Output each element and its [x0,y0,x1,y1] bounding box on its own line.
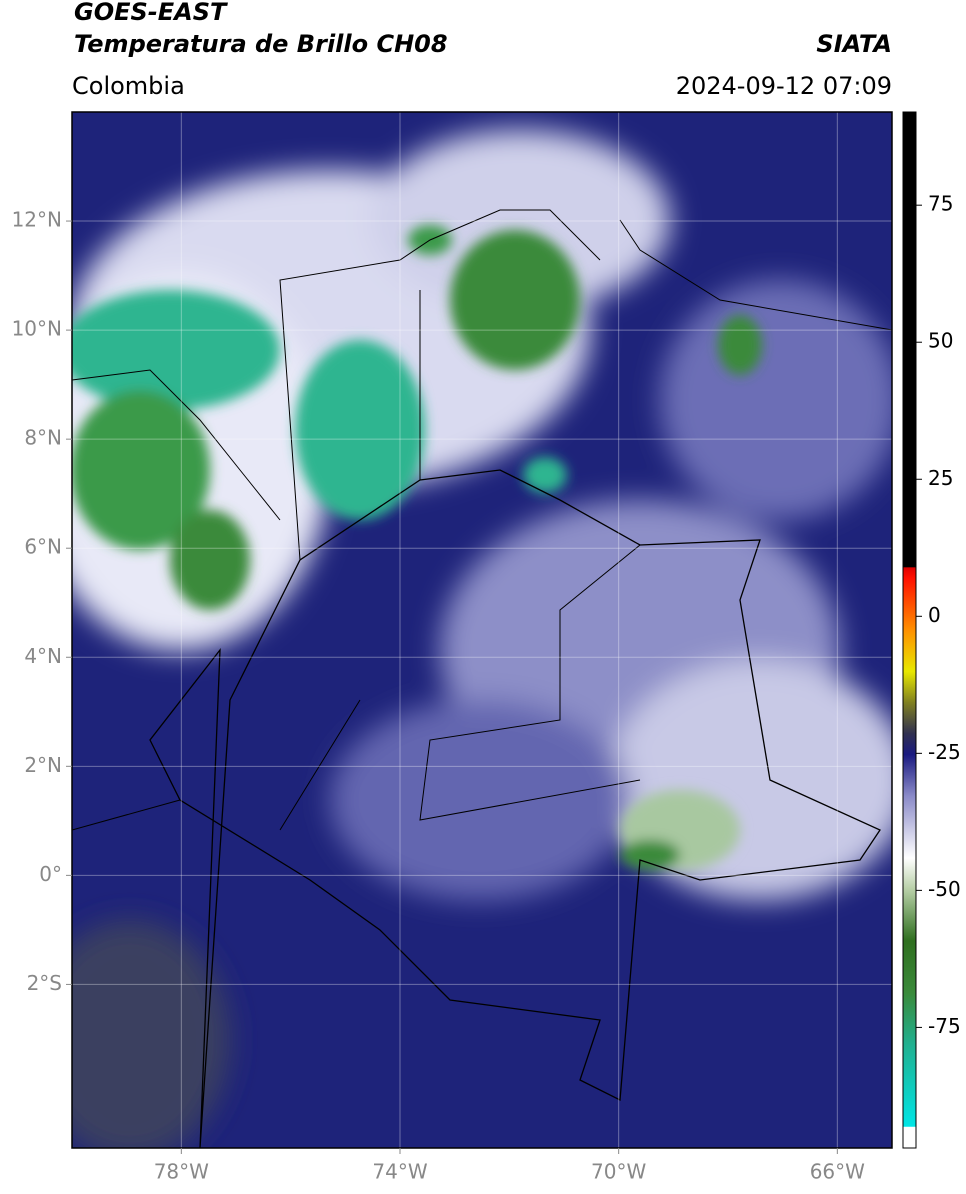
y-tick-label: 8°N [24,426,62,450]
colorbar-label: 50 [928,329,953,353]
colorbar [902,111,917,1149]
x-tick-label: 66°W [810,1160,865,1184]
colorbar-label: 25 [928,466,953,490]
title: GOES-EAST [74,0,228,26]
colorbar-label: -25 [928,740,961,764]
colorbar-label: 0 [928,603,941,627]
y-tick-label: 0° [39,862,62,886]
graticule [72,112,892,1148]
colorbar-label: 75 [928,192,953,216]
timestamp: 2024-09-12 07:09 [676,72,892,100]
y-tick-label: 12°N [12,208,62,232]
colorbar-label: -50 [928,877,961,901]
satellite-image [72,112,892,1148]
colorbar-label: -75 [928,1014,961,1038]
y-tick-label: 10°N [12,317,62,341]
y-tick-label: 4°N [24,644,62,668]
region: Colombia [72,72,185,100]
y-tick-label: 6°N [24,535,62,559]
x-tick-label: 74°W [372,1160,427,1184]
x-tick-label: 78°W [154,1160,209,1184]
source: SIATA [816,30,892,58]
subtitle: Temperatura de Brillo CH08 [74,30,448,58]
y-tick-label: 2°N [24,753,62,777]
y-tick-label: 2°S [27,971,62,995]
map-frame [71,111,893,1149]
x-tick-label: 70°W [591,1160,646,1184]
